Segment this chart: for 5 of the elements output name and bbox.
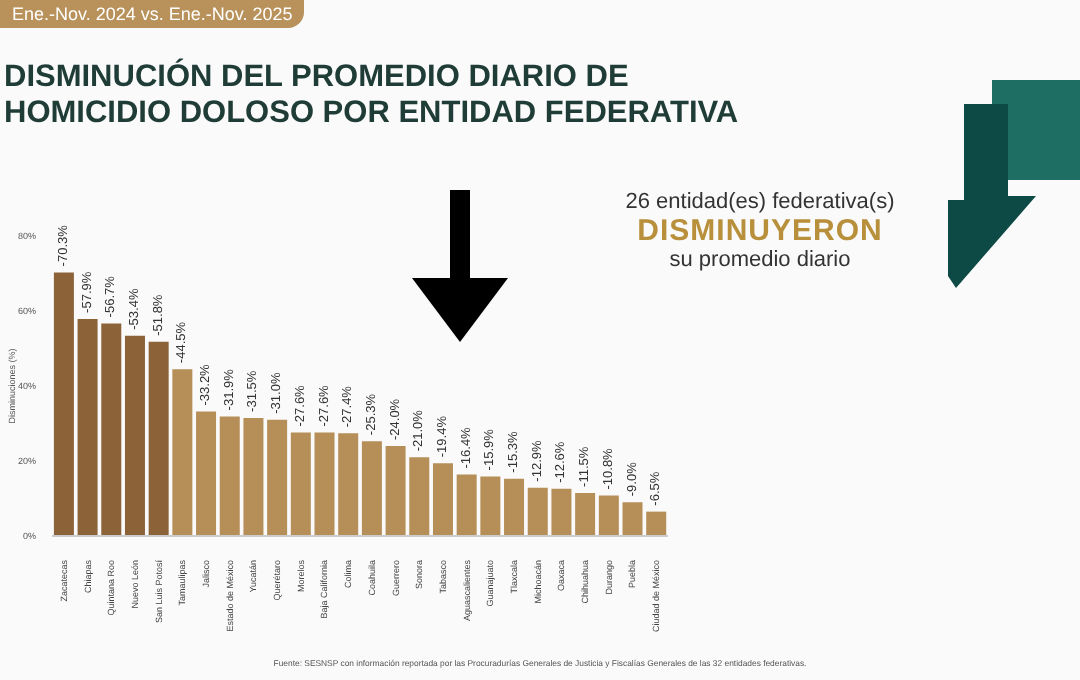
chart-title: DISMINUCIÓN DEL PROMEDIO DIARIO DE HOMICIDIO DOLOSO POR ENTIDAD FEDERATIVA [4, 60, 741, 132]
annotation: DISMINUYERON [635, 214, 885, 248]
text: su promedio diario [667, 248, 853, 272]
chart-subtitle: Ene.-Nov. 2024 vs. Ene.-Nov. 2025 [0, 0, 305, 28]
text: 26 entidad(es) federativa(s) [623, 190, 897, 214]
